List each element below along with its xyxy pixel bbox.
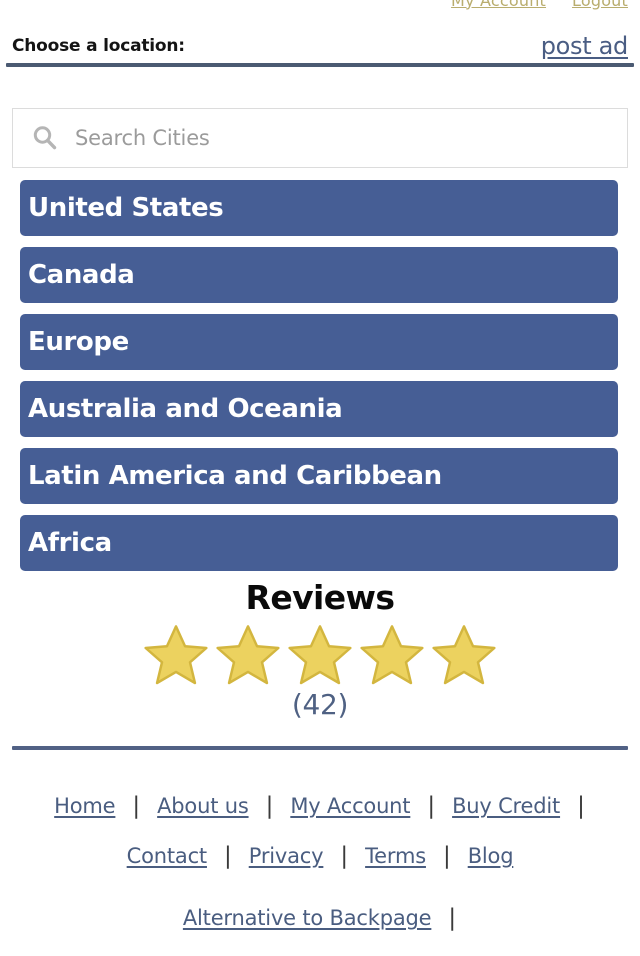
region-button-latin-america-and-caribbean[interactable]: Latin America and Caribbean: [20, 448, 618, 504]
header-divider: [6, 63, 634, 67]
footer-link-alternative-to-backpage[interactable]: Alternative to Backpage: [182, 906, 432, 930]
footer-link-about-us[interactable]: About us: [157, 794, 249, 818]
review-count: (42): [291, 688, 349, 721]
account-link-logout[interactable]: Logout: [572, 0, 628, 10]
star-icon: [360, 625, 424, 685]
star-icon: [288, 625, 352, 685]
footer-separator: |: [132, 793, 141, 819]
footer-link-buy-credit[interactable]: Buy Credit: [452, 794, 561, 818]
region-button-australia-and-oceania[interactable]: Australia and Oceania: [20, 381, 618, 437]
footer-separator: |: [442, 843, 451, 869]
footer-link-blog[interactable]: Blog: [467, 844, 514, 868]
post-ad-link[interactable]: post ad: [540, 32, 629, 60]
star-icon: [216, 625, 280, 685]
account-link-my-account[interactable]: My Account: [451, 0, 547, 10]
footer-link-home[interactable]: Home: [54, 794, 116, 818]
footer-row: Contact | Privacy | Terms | Blog: [0, 832, 640, 880]
footer: Home | About us | My Account | Buy Credi…: [0, 782, 640, 956]
account-bar: My Account Logout: [0, 0, 640, 10]
region-button-africa[interactable]: Africa: [20, 515, 618, 571]
search-icon: [33, 126, 57, 150]
footer-link-privacy[interactable]: Privacy: [248, 844, 324, 868]
reviews-heading: Reviews: [245, 578, 396, 617]
footer-separator: |: [340, 843, 349, 869]
page-title: Choose a location:: [12, 36, 185, 56]
reviews-section: Reviews (42): [0, 578, 640, 721]
footer-separator: |: [448, 905, 457, 931]
footer-link-contact[interactable]: Contact: [126, 844, 208, 868]
search-input[interactable]: Search Cities: [12, 108, 628, 168]
footer-separator: |: [223, 843, 232, 869]
footer-separator: |: [577, 793, 585, 819]
footer-row: Home | About us | My Account | Buy Credi…: [0, 782, 640, 830]
page-header: Choose a location: post ad: [0, 30, 640, 62]
star-icon: [144, 625, 208, 685]
footer-divider: [12, 746, 628, 750]
region-button-united-states[interactable]: United States: [20, 180, 618, 236]
footer-separator: |: [265, 793, 274, 819]
footer-link-terms[interactable]: Terms: [365, 844, 426, 868]
footer-separator: |: [427, 793, 436, 819]
star-icon: [432, 625, 496, 685]
footer-link-my-account[interactable]: My Account: [290, 794, 411, 818]
star-rating: [0, 620, 640, 690]
region-list: United States Canada Europe Australia an…: [20, 180, 618, 571]
region-button-canada[interactable]: Canada: [20, 247, 618, 303]
footer-row: Alternative to Backpage |: [0, 894, 640, 942]
region-button-europe[interactable]: Europe: [20, 314, 618, 370]
search-placeholder: Search Cities: [75, 126, 210, 150]
